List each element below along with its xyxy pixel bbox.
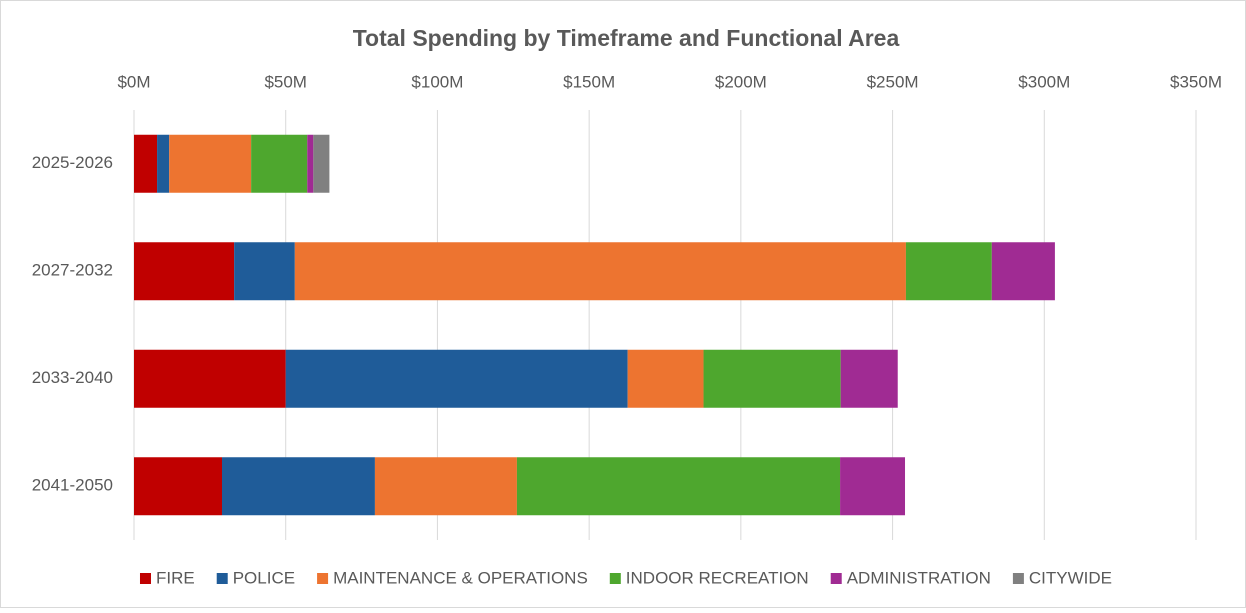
bar-segment: [134, 457, 222, 516]
bar-segment: [294, 242, 906, 301]
legend-label: FIRE: [156, 568, 195, 587]
x-tick-label: $300M: [1018, 72, 1070, 91]
legend-label: INDOOR RECREATION: [626, 568, 809, 587]
legend-swatch: [216, 573, 228, 584]
bar-segment: [905, 242, 992, 301]
bar-segment: [516, 457, 841, 516]
bar-segment: [374, 457, 517, 516]
x-tick-label: $250M: [867, 72, 919, 91]
bar-segment: [627, 349, 704, 408]
legend-swatch: [139, 573, 151, 584]
legend-label: MAINTENANCE & OPERATIONS: [333, 568, 588, 587]
bar-segment: [313, 134, 330, 193]
bar-segment: [840, 457, 906, 516]
legend-swatch: [317, 573, 329, 584]
chart-title: Total Spending by Timeframe and Function…: [353, 25, 900, 51]
bar-segment: [285, 349, 628, 408]
y-tick-label: 2041-2050: [32, 476, 113, 495]
legend-label: CITYWIDE: [1029, 568, 1112, 587]
x-tick-label: $350M: [1170, 72, 1222, 91]
bar-segment: [134, 242, 235, 301]
legend-swatch: [609, 573, 621, 584]
bar-segment: [840, 349, 898, 408]
bar-segment: [307, 134, 314, 193]
y-tick-label: 2033-2040: [32, 368, 113, 387]
legend-label: ADMINISTRATION: [847, 568, 991, 587]
legend-swatch: [830, 573, 842, 584]
x-tick-label: $100M: [411, 72, 463, 91]
x-tick-label: $0M: [117, 72, 150, 91]
bar-segment: [703, 349, 841, 408]
bar-segment: [169, 134, 252, 193]
bar-segment: [251, 134, 308, 193]
bar-segment: [221, 457, 375, 516]
legend-swatch: [1012, 573, 1024, 584]
bar-segment: [991, 242, 1055, 301]
y-tick-label: 2027-2032: [32, 261, 113, 280]
bar-segment: [134, 349, 286, 408]
y-tick-label: 2025-2026: [32, 153, 113, 172]
bar-segment: [157, 134, 170, 193]
legend-label: POLICE: [233, 568, 295, 587]
x-tick-label: $200M: [715, 72, 767, 91]
x-tick-label: $50M: [264, 72, 307, 91]
bar-segment: [234, 242, 295, 301]
bar-segment: [134, 134, 158, 193]
x-tick-label: $150M: [563, 72, 615, 91]
